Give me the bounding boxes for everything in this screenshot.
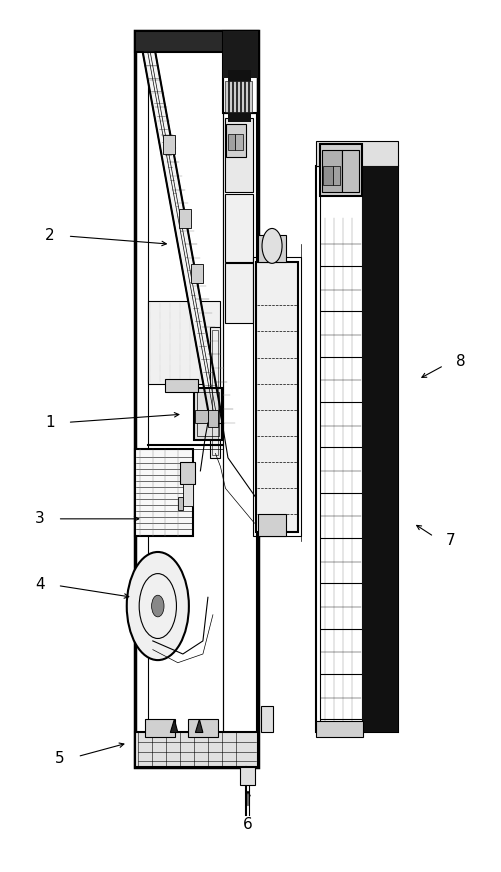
Bar (261, 706, 273, 732)
Bar (258, 514, 286, 536)
Bar (223, 31, 258, 113)
Text: 2: 2 (45, 228, 55, 243)
Bar (188, 719, 218, 737)
Circle shape (152, 596, 164, 617)
Text: 6: 6 (243, 816, 253, 832)
Bar (320, 144, 362, 196)
Bar (249, 81, 252, 112)
Text: 7: 7 (446, 533, 456, 548)
Bar (210, 327, 220, 458)
Polygon shape (195, 719, 203, 732)
Bar (228, 70, 250, 122)
Bar (148, 301, 220, 384)
Bar (226, 124, 246, 157)
Text: 8: 8 (456, 354, 466, 370)
Bar (258, 235, 286, 262)
Bar (135, 31, 258, 767)
Bar (135, 31, 258, 52)
Bar (223, 113, 256, 759)
Circle shape (262, 228, 282, 263)
Bar (195, 410, 208, 423)
Bar (316, 721, 363, 737)
Bar (135, 449, 193, 536)
Bar (240, 767, 255, 785)
Bar (225, 263, 253, 323)
Bar (225, 81, 228, 112)
Bar (320, 173, 362, 726)
Bar (362, 166, 398, 732)
Bar (241, 81, 244, 112)
Bar (197, 392, 219, 436)
Bar (253, 257, 301, 536)
Bar (194, 388, 222, 440)
Bar (191, 264, 203, 283)
Bar (225, 118, 253, 192)
Bar (225, 194, 253, 262)
Bar (178, 497, 183, 510)
Bar (245, 81, 248, 112)
Bar (256, 262, 298, 532)
Bar (179, 208, 191, 228)
Bar (228, 134, 235, 150)
Bar (163, 134, 175, 153)
Bar (316, 166, 398, 732)
Bar (316, 141, 398, 166)
Bar (237, 81, 240, 112)
Bar (145, 719, 175, 737)
Bar (235, 134, 243, 150)
Bar (135, 732, 258, 767)
Polygon shape (170, 719, 178, 732)
Bar (233, 81, 236, 112)
Bar (183, 484, 193, 506)
Bar (180, 462, 195, 484)
Text: 4: 4 (35, 576, 45, 592)
Bar (322, 150, 342, 192)
Polygon shape (143, 52, 223, 423)
Bar (165, 379, 198, 392)
Text: 1: 1 (45, 415, 55, 431)
Bar (223, 31, 258, 78)
Bar (208, 410, 218, 427)
Circle shape (127, 552, 189, 660)
Bar (212, 330, 218, 455)
Text: 3: 3 (35, 511, 45, 527)
Bar (342, 150, 359, 192)
Text: 5: 5 (55, 751, 65, 766)
Bar (323, 166, 333, 185)
Bar (333, 166, 340, 185)
Bar (229, 81, 232, 112)
